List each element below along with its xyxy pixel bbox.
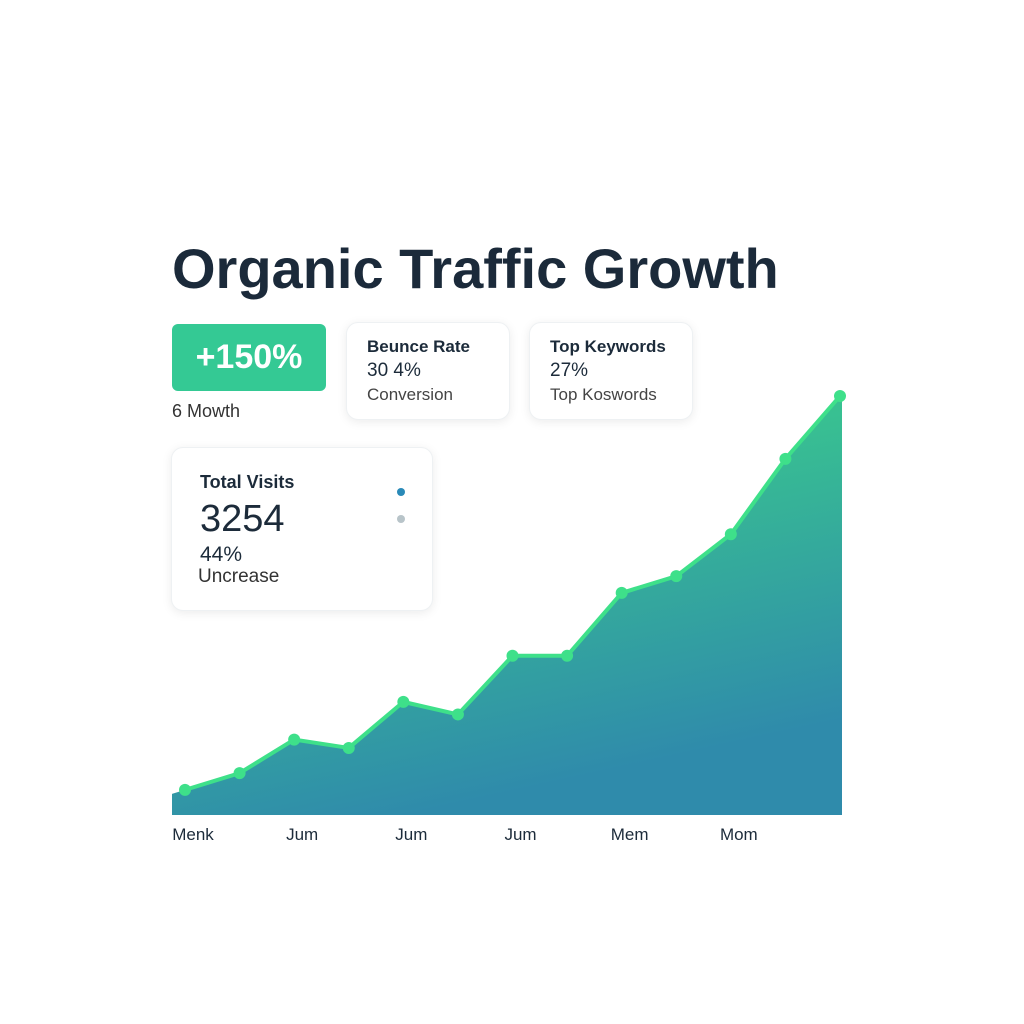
bounce-value: 30 4%: [367, 360, 421, 381]
x-tick-label: Jum: [395, 825, 427, 844]
visits-card: [171, 447, 433, 611]
point: [233, 767, 246, 780]
keywords-caption: Top Koswords: [550, 385, 657, 404]
title: Organic Traffic Growth: [172, 237, 779, 300]
point: [179, 783, 191, 796]
point: [670, 570, 683, 583]
x-tick-label: Mem: [611, 825, 649, 844]
x-tick-label: Menk: [172, 825, 214, 844]
keywords-title: Top Keywords: [550, 337, 666, 356]
visits-value: 3254: [200, 498, 285, 540]
area: [172, 396, 842, 815]
growth-badge: [172, 324, 326, 391]
point: [615, 586, 628, 599]
x-tick-label: Jum: [504, 825, 536, 844]
visits-caption: Uncrease: [198, 566, 280, 587]
visits-percent: 44%: [200, 543, 243, 566]
point: [397, 695, 410, 708]
keywords-card: [529, 322, 693, 420]
legend-dot: [397, 515, 405, 523]
growth-caption: 6 Mowth: [172, 401, 241, 421]
point: [724, 528, 737, 541]
point: [288, 733, 301, 746]
point: [451, 708, 464, 721]
point: [342, 741, 355, 754]
legend-dot: [397, 488, 405, 496]
x-tick-label: Mom: [720, 825, 758, 844]
point: [561, 649, 574, 662]
growth-value: +150%: [195, 338, 303, 376]
keywords-value: 27%: [550, 360, 589, 381]
point: [779, 452, 792, 465]
bounce-title: Beunce Rate: [367, 337, 470, 356]
bounce-caption: Conversion: [367, 385, 453, 404]
point: [506, 649, 519, 662]
bounce-card: [346, 322, 510, 420]
x-tick-label: Jum: [286, 825, 318, 844]
visits-title: Total Visits: [200, 472, 295, 492]
point: [834, 390, 846, 402]
